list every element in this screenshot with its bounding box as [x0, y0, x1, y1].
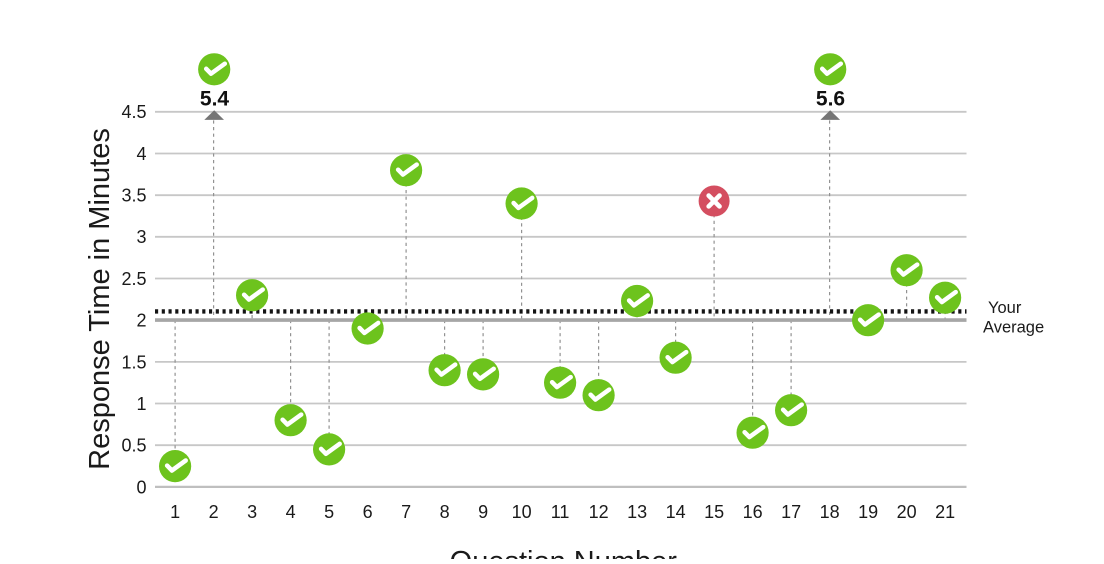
svg-text:19: 19 [858, 502, 878, 522]
svg-text:12: 12 [589, 502, 609, 522]
svg-text:6: 6 [363, 502, 373, 522]
svg-text:1: 1 [170, 502, 180, 522]
svg-text:Your: Your [988, 299, 1022, 317]
svg-text:4: 4 [136, 144, 146, 164]
svg-text:8: 8 [440, 502, 450, 522]
svg-text:Response Time in Minutes: Response Time in Minutes [84, 128, 116, 470]
svg-text:10: 10 [512, 502, 532, 522]
svg-text:11: 11 [551, 502, 570, 522]
svg-text:1.5: 1.5 [121, 352, 146, 372]
svg-text:0: 0 [136, 477, 146, 497]
svg-text:16: 16 [743, 502, 763, 522]
svg-text:2: 2 [209, 502, 219, 522]
svg-text:13: 13 [627, 502, 647, 522]
svg-text:Question Number: Question Number [450, 546, 678, 559]
svg-text:3: 3 [136, 227, 146, 247]
svg-text:5.4: 5.4 [200, 87, 230, 110]
svg-text:14: 14 [666, 502, 686, 522]
svg-text:0.5: 0.5 [121, 436, 146, 456]
svg-text:20: 20 [897, 502, 917, 522]
svg-text:3: 3 [247, 502, 257, 522]
svg-text:Average: Average [983, 319, 1044, 337]
svg-text:5: 5 [324, 502, 334, 522]
svg-text:3.5: 3.5 [121, 186, 146, 206]
svg-text:1: 1 [136, 394, 146, 414]
svg-text:15: 15 [704, 502, 724, 522]
svg-text:18: 18 [820, 502, 840, 522]
svg-text:9: 9 [478, 502, 488, 522]
svg-text:2.5: 2.5 [121, 269, 146, 289]
svg-text:7: 7 [401, 502, 411, 522]
svg-text:2: 2 [136, 311, 146, 331]
svg-text:4: 4 [286, 502, 296, 522]
svg-text:17: 17 [781, 502, 801, 522]
svg-text:4.5: 4.5 [121, 102, 146, 122]
svg-text:21: 21 [935, 502, 955, 522]
svg-text:5.6: 5.6 [816, 87, 845, 110]
